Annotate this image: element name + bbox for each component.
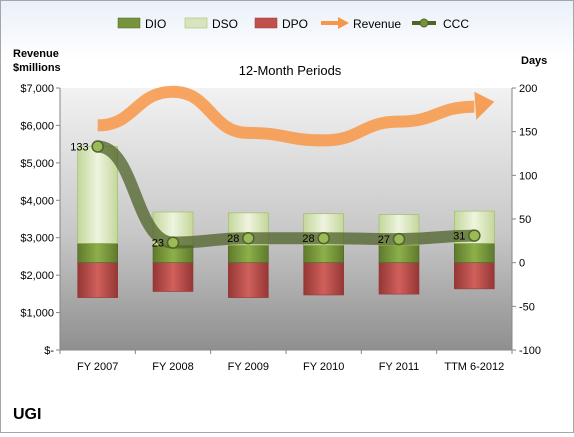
left-tick-label: $- — [44, 345, 54, 357]
left-axis-title-line1: Revenue — [13, 48, 59, 60]
left-tick-label: $5,000 — [20, 158, 54, 170]
right-tick-label: -50 — [519, 301, 535, 313]
right-axis-title: Days — [521, 55, 547, 67]
bar-dpo — [152, 262, 194, 292]
right-tick-label: 100 — [519, 170, 537, 182]
left-tick-label: $7,000 — [20, 83, 54, 95]
bar-dpo — [228, 262, 269, 298]
legend-item-revenue: Revenue — [321, 17, 401, 31]
right-tick-label: 150 — [519, 127, 537, 139]
bar-dio — [454, 243, 495, 263]
ccc-data-label: 23 — [152, 238, 164, 250]
legend-label-dio: DIO — [145, 17, 166, 31]
left-tick-label: $2,000 — [20, 270, 54, 282]
bar-dio — [303, 244, 344, 263]
plot-area — [60, 88, 512, 350]
left-tick-label: $3,000 — [20, 233, 54, 245]
legend-item-dso: DSO — [184, 17, 238, 31]
right-tick-label: -100 — [519, 345, 541, 357]
company-name: UGI — [13, 406, 41, 423]
ccc-data-label: 31 — [453, 231, 465, 243]
legend-label-dpo: DPO — [282, 17, 308, 31]
legend-item-ccc: CCC — [412, 17, 469, 31]
left-tick-label: $4,000 — [20, 195, 54, 207]
ccc-data-label: 28 — [302, 233, 314, 245]
legend: DIO DSO DPO Revenue CCC — [117, 17, 469, 31]
right-tick-label: 0 — [519, 258, 525, 270]
legend-item-dio: DIO — [117, 17, 166, 31]
bar-dpo — [378, 262, 420, 295]
bar-dso — [77, 146, 118, 244]
legend-label-dso: DSO — [212, 17, 238, 31]
ccc-point — [317, 231, 330, 245]
x-tick-label: TTM 6-2012 — [444, 361, 504, 373]
ccc-point — [242, 231, 255, 245]
ccc-data-label: 27 — [378, 234, 390, 246]
left-tick-label: $6,000 — [20, 120, 54, 132]
ccc-point — [392, 232, 406, 246]
legend-marker-icon — [419, 18, 429, 28]
legend-label-revenue: Revenue — [353, 17, 401, 31]
ccc-point — [91, 140, 104, 153]
ccc-data-label: 133 — [70, 142, 88, 154]
right-tick-label: 50 — [519, 214, 531, 226]
bar-dpo — [77, 262, 118, 298]
bar-dio — [77, 243, 118, 263]
chart-title: 12-Month Periods — [239, 63, 342, 78]
bar-dpo — [303, 262, 344, 296]
ccc-data-label: 28 — [227, 233, 239, 245]
right-tick-label: 200 — [519, 83, 537, 95]
x-tick-label: FY 2010 — [303, 361, 344, 373]
left-tick-label: $1,000 — [20, 308, 54, 320]
x-tick-label: FY 2007 — [77, 361, 118, 373]
bar-dio — [378, 244, 420, 263]
bar-dpo — [454, 262, 495, 290]
x-tick-label: FY 2008 — [152, 361, 193, 373]
legend-label-ccc: CCC — [443, 17, 469, 31]
x-tick-label: FY 2009 — [228, 361, 269, 373]
legend-item-dpo: DPO — [254, 17, 308, 31]
left-axis-title-line2: $millions — [13, 62, 61, 74]
bar-dio — [228, 244, 269, 263]
revenue-arrowhead — [474, 91, 495, 120]
x-tick-label: FY 2011 — [379, 361, 420, 373]
revenue-line — [97, 85, 475, 147]
ccc-point — [166, 236, 180, 249]
ccc-point — [468, 229, 481, 242]
